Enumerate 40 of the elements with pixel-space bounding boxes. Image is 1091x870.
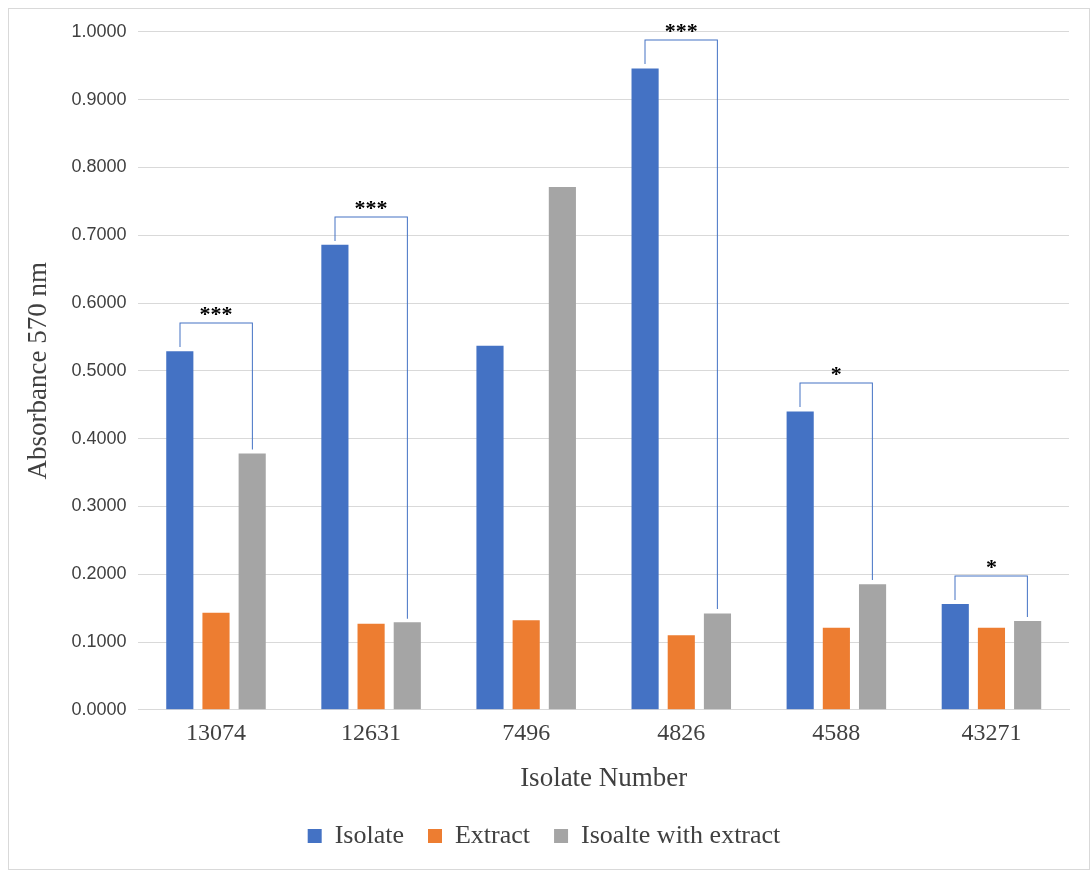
annotation: *** xyxy=(354,194,388,220)
bar xyxy=(703,613,732,710)
y-tick-label: 0.9000 xyxy=(71,88,127,109)
bar xyxy=(393,622,421,710)
bar xyxy=(858,584,887,710)
x-tick-label: 43271 xyxy=(961,719,1022,746)
bar xyxy=(667,635,695,710)
x-tick-label: 7496 xyxy=(502,719,551,746)
annotation: *** xyxy=(199,301,233,327)
x-axis-title: Isolate Number xyxy=(520,761,688,792)
y-tick-label: 1.0000 xyxy=(71,20,127,41)
y-axis-title: Absorbance 570 nm xyxy=(22,262,53,480)
bar xyxy=(476,345,504,710)
bar xyxy=(357,623,385,710)
bar xyxy=(548,187,576,710)
annotation: * xyxy=(985,554,997,580)
y-tick-label: 0.8000 xyxy=(71,156,127,177)
legend-label: Isolate xyxy=(334,819,404,849)
y-tick-label: 0.4000 xyxy=(71,427,127,448)
y-tick-label: 0.6000 xyxy=(71,291,127,312)
x-tick-label: 13074 xyxy=(186,719,246,746)
y-tick-label: 0.7000 xyxy=(71,224,127,245)
annotation: * xyxy=(830,361,842,387)
y-tick-label: 0.2000 xyxy=(71,563,127,584)
bar xyxy=(238,453,266,710)
bar xyxy=(202,612,230,710)
bar xyxy=(822,627,850,710)
y-tick-label: 0.0000 xyxy=(71,698,127,719)
legend-label: Extract xyxy=(454,819,531,849)
bar xyxy=(977,627,1006,710)
y-tick-label: 0.5000 xyxy=(71,359,127,380)
bar xyxy=(512,620,540,710)
x-tick-label: 4826 xyxy=(657,719,706,746)
x-tick-label: 4588 xyxy=(812,719,861,746)
bar xyxy=(1014,620,1042,710)
y-tick-label: 0.3000 xyxy=(71,495,127,516)
y-tick-label: 0.1000 xyxy=(71,630,127,651)
legend-label: Isoalte with extract xyxy=(581,819,782,849)
x-tick-label: 12631 xyxy=(341,719,402,746)
annotation: *** xyxy=(664,18,698,44)
